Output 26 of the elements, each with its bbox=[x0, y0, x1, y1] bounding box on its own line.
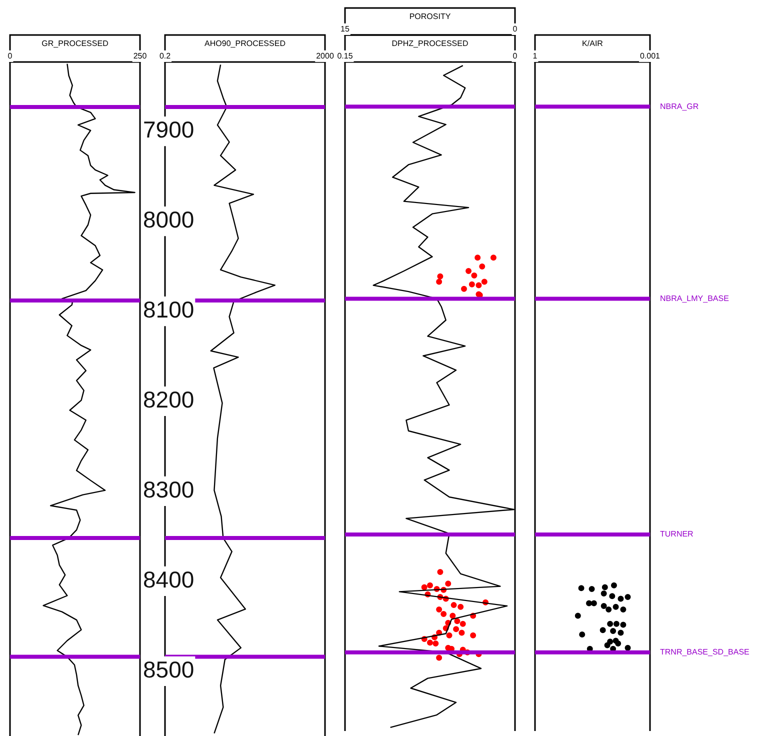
ref-line-label: TRNR_BASE_SD_BASE bbox=[660, 648, 750, 657]
ref-line-label: NBRA_LMY_BASE bbox=[660, 294, 729, 303]
x-axis-title: GR_PROCESSED bbox=[42, 39, 109, 48]
y-tick-label: 8100 bbox=[143, 296, 194, 323]
y-tick-label: 8400 bbox=[143, 566, 194, 593]
y-tick-label: 7900 bbox=[143, 116, 194, 143]
ref-line-label: NBRA_GR bbox=[660, 102, 699, 111]
x-tick-label: 0.2 bbox=[159, 51, 172, 60]
ref-line-label: TURNER bbox=[660, 530, 694, 539]
x-tick-label: 250 bbox=[133, 51, 148, 60]
y-tick-label: 8300 bbox=[143, 476, 194, 503]
x-tick-label: 0.001 bbox=[640, 51, 661, 60]
x2-tick-label: 15 bbox=[340, 24, 350, 34]
x2-tick-label: 0 bbox=[512, 24, 518, 34]
y-tick-label: 8000 bbox=[143, 206, 194, 233]
x2-axis-title: POROSITY bbox=[409, 12, 452, 22]
x-tick-label: 0.15 bbox=[337, 51, 354, 60]
x-tick-label: 0 bbox=[8, 51, 13, 60]
x-axis-title: K/AIR bbox=[582, 39, 604, 48]
x-tick-label: 1 bbox=[532, 51, 538, 60]
x-axis-title: DPHZ_PROCESSED bbox=[392, 39, 468, 48]
x-tick-label: 2000 bbox=[316, 51, 334, 60]
x-axis-title: AHO90_PROCESSED bbox=[204, 39, 286, 48]
x-tick-label: 0 bbox=[512, 51, 518, 60]
y-tick-label: 8200 bbox=[143, 386, 194, 413]
y-tick-label: 8500 bbox=[143, 656, 194, 683]
